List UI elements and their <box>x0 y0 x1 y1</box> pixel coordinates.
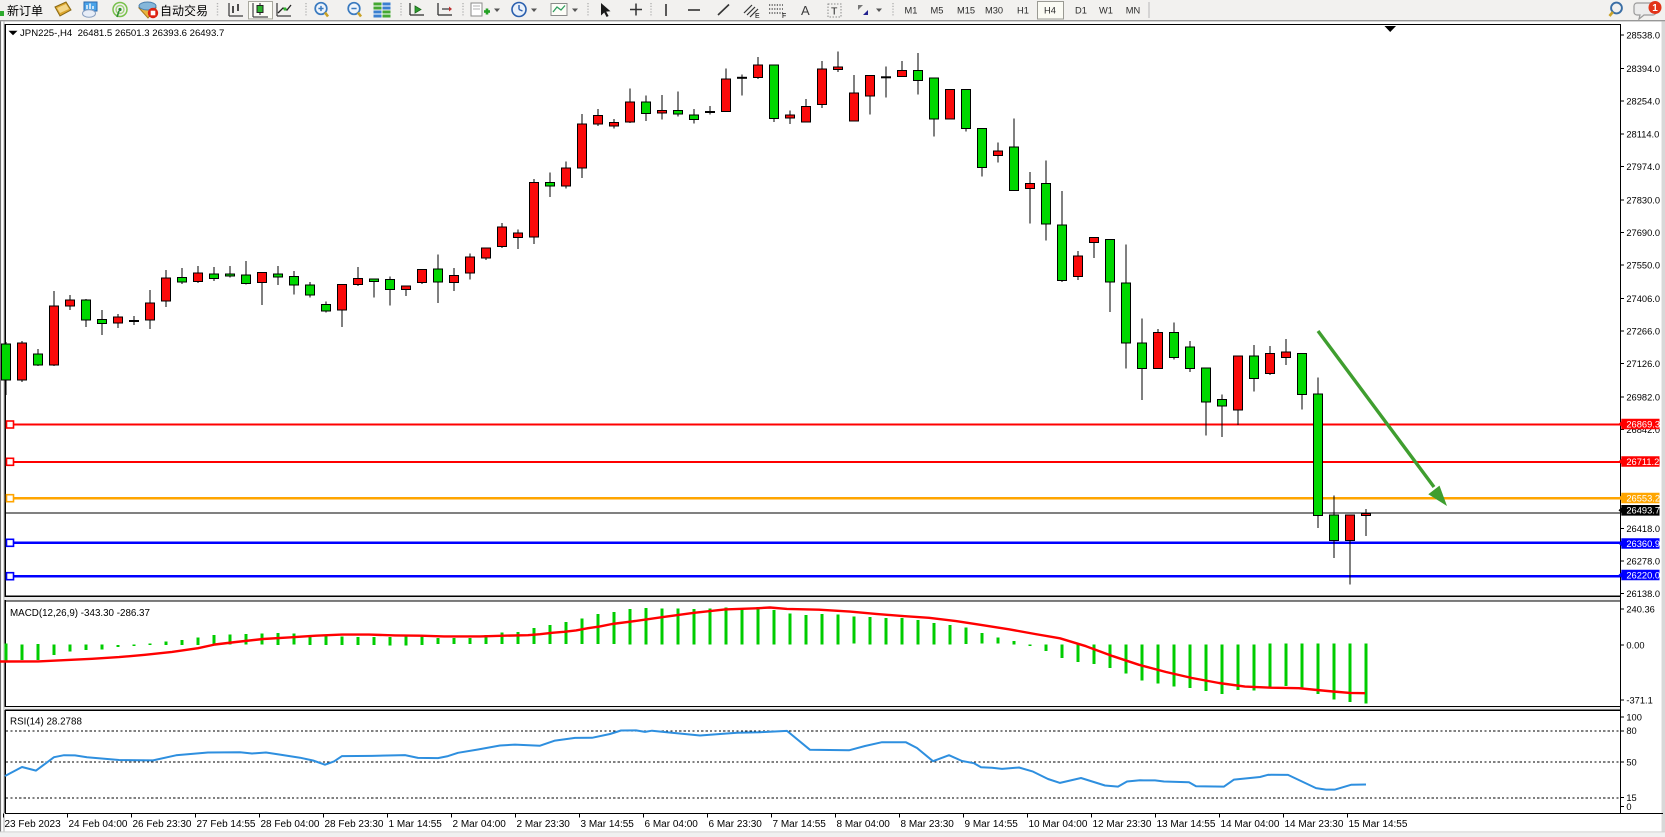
svg-text:26982.0: 26982.0 <box>1626 392 1660 402</box>
svg-text:W1: W1 <box>1099 6 1113 16</box>
svg-text:7 Mar 14:55: 7 Mar 14:55 <box>773 819 827 830</box>
svg-text:9 Mar 14:55: 9 Mar 14:55 <box>965 819 1019 830</box>
svg-text:M1: M1 <box>905 6 918 16</box>
svg-text:26278.0: 26278.0 <box>1626 556 1660 566</box>
svg-text:2 Mar 23:30: 2 Mar 23:30 <box>517 819 571 830</box>
svg-text:13 Mar 14:55: 13 Mar 14:55 <box>1157 819 1216 830</box>
svg-text:自动交易: 自动交易 <box>160 3 208 18</box>
svg-text:14 Mar 23:30: 14 Mar 23:30 <box>1285 819 1344 830</box>
svg-text:26842.0: 26842.0 <box>1626 425 1660 435</box>
svg-text:28254.0: 28254.0 <box>1626 96 1660 106</box>
svg-text:27690.0: 27690.0 <box>1626 228 1660 238</box>
svg-text:27406.0: 27406.0 <box>1626 294 1660 304</box>
svg-text:80: 80 <box>1626 726 1636 736</box>
svg-text:0: 0 <box>1626 802 1631 812</box>
svg-text:M30: M30 <box>985 6 1003 16</box>
svg-text:1 Mar 14:55: 1 Mar 14:55 <box>389 819 443 830</box>
svg-text:27 Feb 14:55: 27 Feb 14:55 <box>197 819 256 830</box>
svg-text:JPN225-,H4 26481.5 26501.3 26: JPN225-,H4 26481.5 26501.3 26393.6 26493… <box>20 28 224 39</box>
svg-text:240.36: 240.36 <box>1626 604 1654 614</box>
svg-text:6 Mar 23:30: 6 Mar 23:30 <box>709 819 763 830</box>
svg-text:T: T <box>831 6 838 18</box>
svg-text:26220.0: 26220.0 <box>1626 570 1660 580</box>
svg-text:15 Mar 14:55: 15 Mar 14:55 <box>1349 819 1408 830</box>
svg-text:28 Feb 23:30: 28 Feb 23:30 <box>325 819 384 830</box>
svg-text:E: E <box>755 13 760 20</box>
svg-text:RSI(14) 28.2788: RSI(14) 28.2788 <box>10 717 82 728</box>
svg-text:27126.0: 27126.0 <box>1626 359 1660 369</box>
svg-text:F: F <box>782 13 786 20</box>
svg-text:26360.9: 26360.9 <box>1626 539 1660 549</box>
svg-text:新订单: 新订单 <box>7 3 43 18</box>
svg-text:28394.0: 28394.0 <box>1626 64 1660 74</box>
svg-text:28538.0: 28538.0 <box>1626 30 1660 40</box>
svg-text:8 Mar 04:00: 8 Mar 04:00 <box>837 819 891 830</box>
svg-text:26418.0: 26418.0 <box>1626 524 1660 534</box>
svg-text:M5: M5 <box>931 6 944 16</box>
svg-text:A: A <box>801 3 810 18</box>
svg-text:27974.0: 27974.0 <box>1626 162 1660 172</box>
svg-text:MACD(12,26,9) -343.30 -286.37: MACD(12,26,9) -343.30 -286.37 <box>10 608 150 619</box>
svg-text:1: 1 <box>1652 3 1658 14</box>
svg-text:27266.0: 27266.0 <box>1626 326 1660 336</box>
svg-text:26711.2: 26711.2 <box>1626 457 1659 467</box>
svg-text:24 Feb 04:00: 24 Feb 04:00 <box>69 819 128 830</box>
svg-text:26493.7: 26493.7 <box>1626 506 1660 516</box>
svg-text:M15: M15 <box>957 6 975 16</box>
svg-text:23 Feb 2023: 23 Feb 2023 <box>5 819 62 830</box>
svg-text:0.00: 0.00 <box>1626 640 1644 650</box>
svg-text:2 Mar 04:00: 2 Mar 04:00 <box>453 819 507 830</box>
svg-text:MN: MN <box>1126 6 1140 16</box>
svg-text:H4: H4 <box>1044 6 1056 16</box>
svg-text:14 Mar 04:00: 14 Mar 04:00 <box>1221 819 1280 830</box>
svg-text:3 Mar 14:55: 3 Mar 14:55 <box>581 819 635 830</box>
svg-text:26869.3: 26869.3 <box>1626 419 1660 429</box>
svg-text:-371.1: -371.1 <box>1626 695 1652 705</box>
svg-text:100: 100 <box>1626 712 1642 722</box>
svg-text:8 Mar 23:30: 8 Mar 23:30 <box>901 819 955 830</box>
svg-text:27830.0: 27830.0 <box>1626 195 1660 205</box>
svg-text:50: 50 <box>1626 757 1636 767</box>
svg-text:H1: H1 <box>1017 6 1029 16</box>
svg-text:15: 15 <box>1626 793 1636 803</box>
svg-text:6 Mar 04:00: 6 Mar 04:00 <box>645 819 699 830</box>
svg-text:12 Mar 23:30: 12 Mar 23:30 <box>1093 819 1152 830</box>
svg-text:10 Mar 04:00: 10 Mar 04:00 <box>1029 819 1088 830</box>
svg-text:28114.0: 28114.0 <box>1626 129 1659 139</box>
svg-text:26 Feb 23:30: 26 Feb 23:30 <box>133 819 192 830</box>
svg-text:D1: D1 <box>1075 6 1087 16</box>
svg-text:26138.0: 26138.0 <box>1626 589 1660 599</box>
svg-text:28 Feb 04:00: 28 Feb 04:00 <box>261 819 320 830</box>
svg-text:27550.0: 27550.0 <box>1626 260 1660 270</box>
svg-text:26553.2: 26553.2 <box>1626 493 1660 503</box>
